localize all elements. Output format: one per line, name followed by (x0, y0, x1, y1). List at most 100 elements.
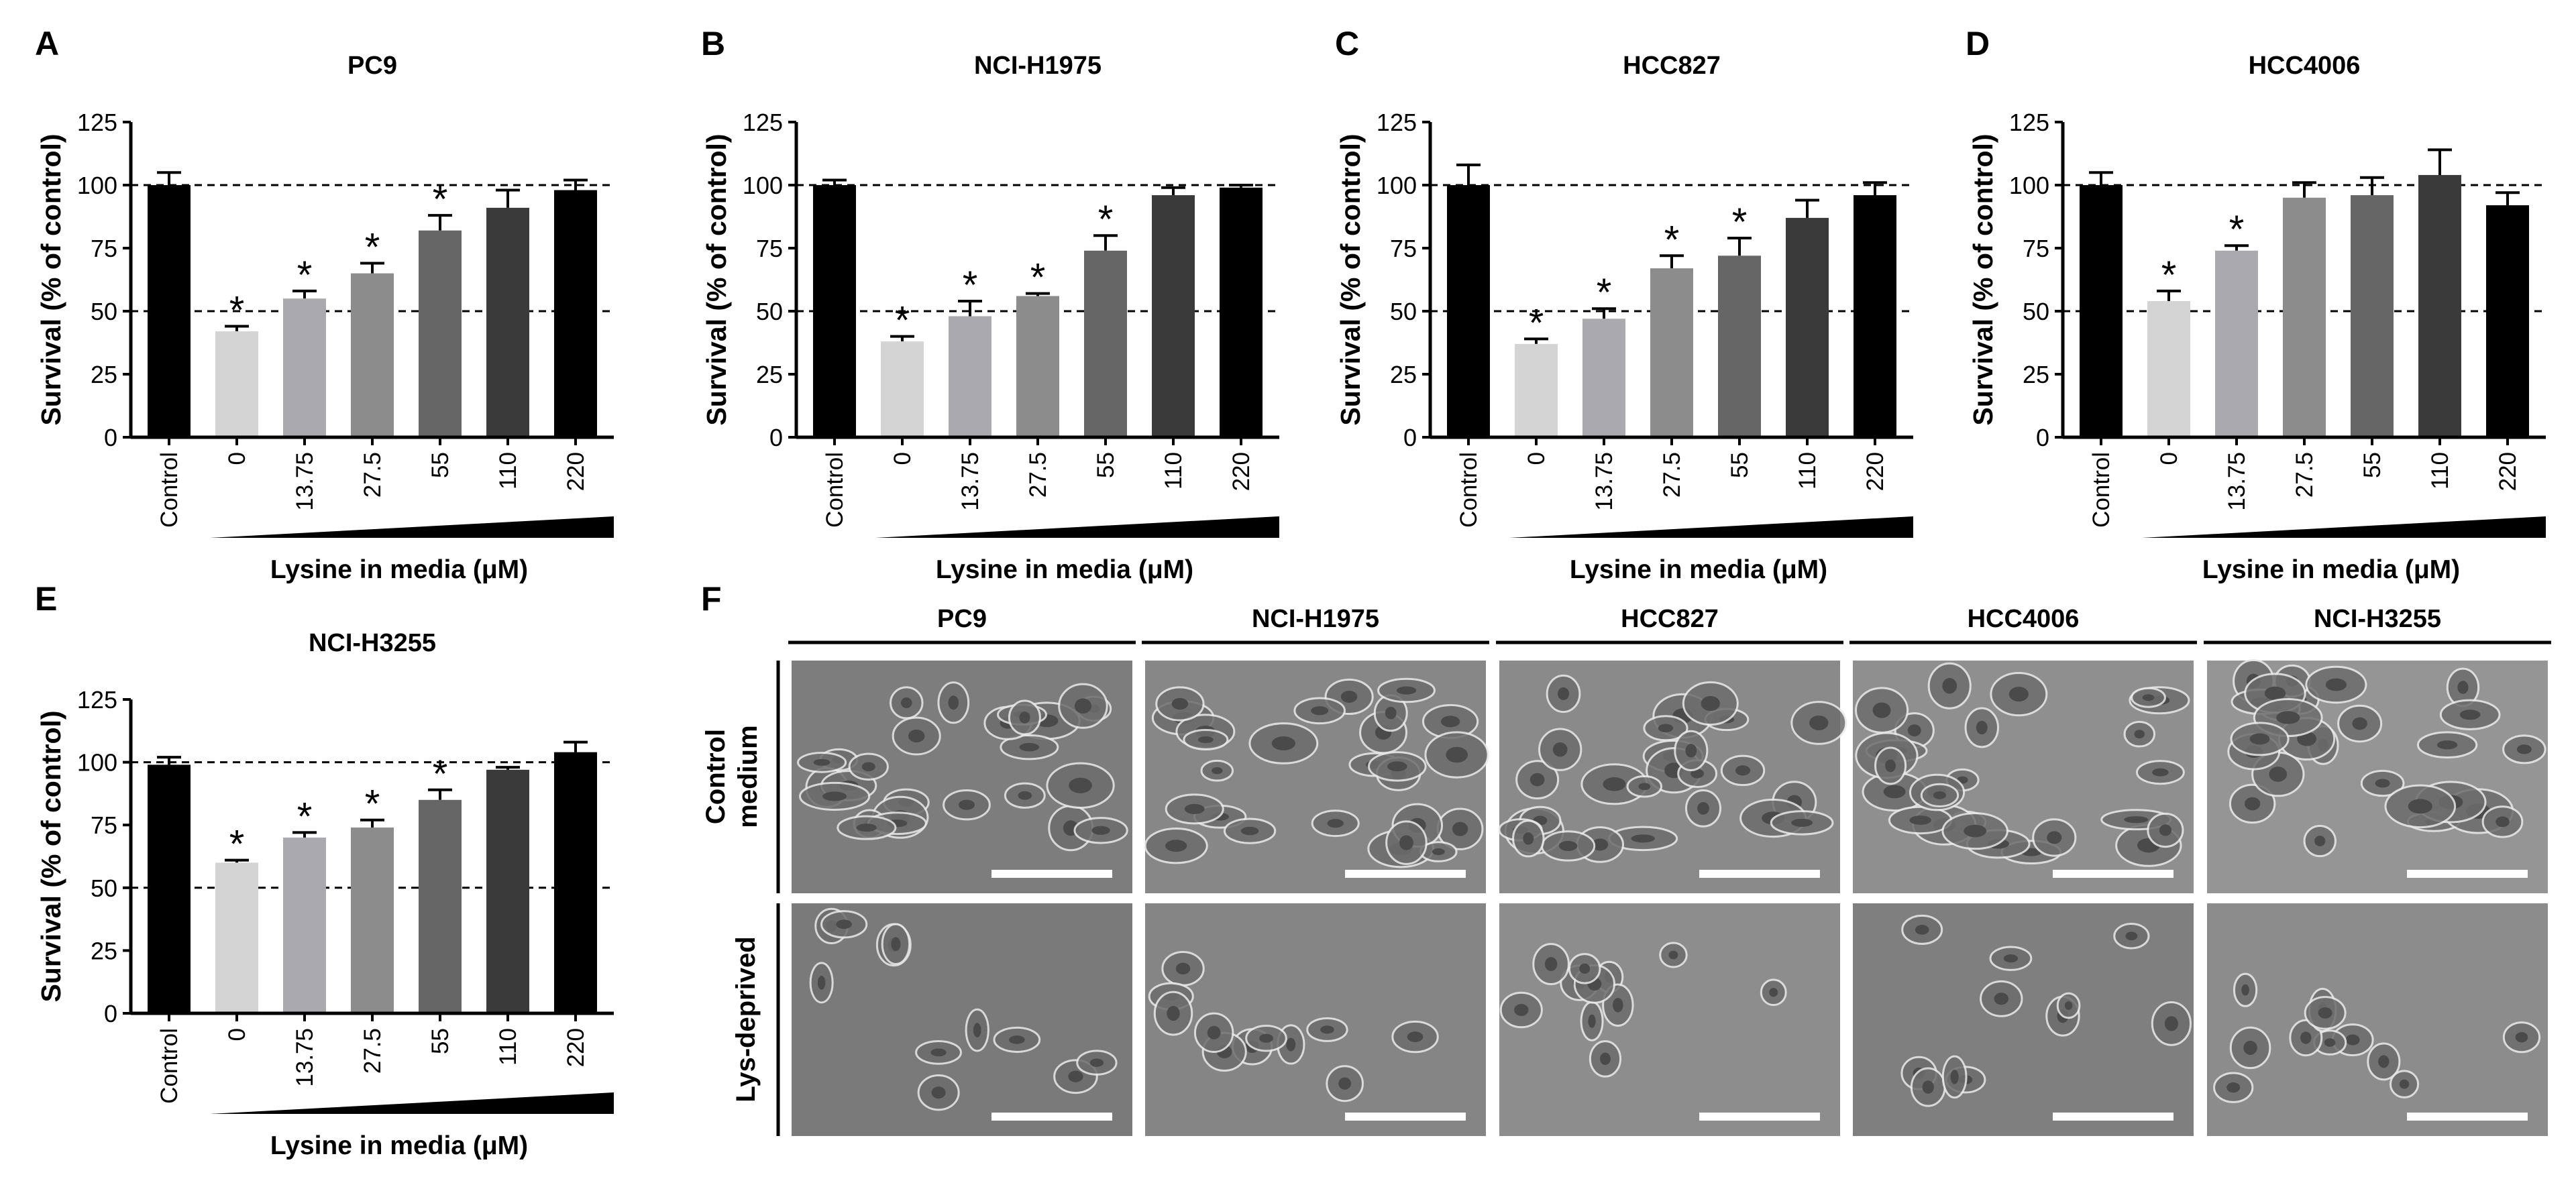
cell-nucleus (1212, 767, 1223, 775)
x-tick-label: 27.5 (1025, 452, 1051, 498)
chart-a: PC9 * * * * 0 25 50 75 100 125 Survival (% of contr… (36, 52, 614, 584)
bar (2283, 197, 2326, 437)
bar (351, 273, 394, 437)
cell-nucleus (891, 937, 901, 952)
panel-letter-f: F (701, 580, 722, 618)
significance-marker: * (433, 178, 448, 221)
cell-nucleus (1207, 1025, 1221, 1039)
scale-bar (1345, 1113, 1466, 1121)
cell-nucleus (1915, 925, 1929, 935)
cell-nucleus (2003, 954, 2019, 963)
cell-nucleus (1950, 1070, 1959, 1084)
chart-e: NCI-H3255 * * * * 0 25 50 75 100 125 Survival (% of… (36, 629, 614, 1160)
cell-nucleus (813, 758, 830, 766)
x-tick-label: 110 (1161, 452, 1187, 490)
y-tick-label: 0 (1403, 424, 1417, 451)
cell-nucleus (1008, 1035, 1025, 1044)
bar (2080, 185, 2123, 437)
cell-nucleus (1544, 957, 1558, 972)
cell-nucleus (1885, 759, 1896, 773)
bar (1515, 343, 1558, 437)
chart-title: PC9 (347, 52, 397, 80)
y-tick-label: 50 (2023, 298, 2049, 325)
cell-nucleus (2152, 768, 2169, 777)
cell-nucleus (2325, 678, 2347, 691)
cell-nucleus (1994, 993, 2009, 1005)
cell-nucleus (1019, 742, 1040, 752)
cell-nucleus (2324, 1038, 2336, 1047)
cell-nucleus (1523, 832, 1534, 845)
chart-d: HCC4006 * * 0 25 50 75 100 125 Survival (% of con… (1968, 52, 2546, 584)
cell-nucleus (1069, 777, 1092, 793)
x-tick-label: 220 (2495, 452, 2521, 491)
cell-nucleus (1271, 736, 1295, 750)
significance-marker: * (1098, 198, 1114, 241)
cell-nucleus (1184, 803, 1205, 814)
cell-nucleus (2226, 1082, 2241, 1093)
x-tick-label: 55 (1093, 452, 1119, 478)
scale-bar (1699, 1113, 1820, 1121)
significance-marker: * (2229, 208, 2245, 251)
y-tick-label: 50 (91, 874, 117, 902)
cell-nucleus (1320, 1025, 1334, 1034)
chart-title: HCC4006 (2249, 52, 2361, 80)
cell-nucleus (1613, 998, 1623, 1013)
significance-marker: * (1529, 301, 1544, 345)
x-tick-label: 13.75 (1591, 452, 1617, 511)
bar (2486, 205, 2529, 437)
scale-bar (991, 1113, 1112, 1121)
cell-nucleus (2134, 730, 2145, 739)
micrograph-image (2207, 903, 2548, 1136)
y-tick-label: 100 (743, 172, 783, 199)
x-tick-label: 55 (427, 1028, 453, 1054)
bar (283, 837, 326, 1013)
cell-nucleus (1165, 840, 1187, 852)
cell-nucleus (1514, 1004, 1529, 1017)
cell-nucleus (2352, 717, 2367, 730)
significance-marker: * (297, 795, 313, 838)
x-tick-label: Control (822, 452, 848, 528)
scale-bar (1345, 870, 1466, 878)
scale-bar (991, 870, 1112, 878)
bar (1854, 195, 1896, 437)
bar (554, 190, 597, 437)
x-axis-label: Lysine in media (μM) (936, 555, 1193, 584)
cell-nucleus (1872, 702, 1891, 718)
y-tick-label: 75 (756, 235, 783, 262)
cell-nucleus (1240, 826, 1259, 836)
y-tick-label: 100 (77, 172, 117, 199)
bar (949, 316, 991, 437)
panel-letter-a: A (35, 25, 59, 62)
x-tick-label: 0 (890, 452, 916, 465)
cell-nucleus (1942, 678, 1957, 694)
cell-nucleus (2249, 733, 2270, 745)
cell-nucleus (1558, 840, 1578, 852)
cell-nucleus (973, 1023, 981, 1037)
x-tick-label: 55 (2359, 452, 2385, 478)
x-tick-label: 55 (1727, 452, 1753, 478)
cell-nucleus (836, 919, 852, 929)
x-tick-label: 27.5 (360, 452, 386, 498)
micrograph-column-title: NCI-H3255 (2314, 605, 2441, 633)
cell-nucleus (2375, 779, 2390, 788)
bar (1016, 296, 1059, 437)
cell-nucleus (1089, 1058, 1104, 1067)
micrograph-row-label: Control (701, 729, 731, 824)
bar (1152, 195, 1195, 437)
cell-nucleus (1791, 818, 1813, 827)
y-tick-label: 50 (756, 298, 783, 325)
x-tick-label: 110 (1794, 452, 1821, 490)
scale-bar (2407, 1113, 2528, 1121)
significance-marker: * (1597, 271, 1612, 315)
bar (486, 769, 529, 1013)
bar (1650, 268, 1693, 437)
bar (1447, 185, 1490, 437)
y-axis-label: Survival (% of control) (36, 133, 66, 425)
y-tick-label: 125 (77, 109, 117, 136)
cell-nucleus (2378, 1055, 2390, 1068)
y-tick-label: 100 (77, 749, 117, 777)
cell-nucleus (1922, 1080, 1934, 1094)
bar (1718, 256, 1761, 437)
cell-nucleus (958, 799, 975, 810)
cell-nucleus (2300, 1031, 2312, 1044)
